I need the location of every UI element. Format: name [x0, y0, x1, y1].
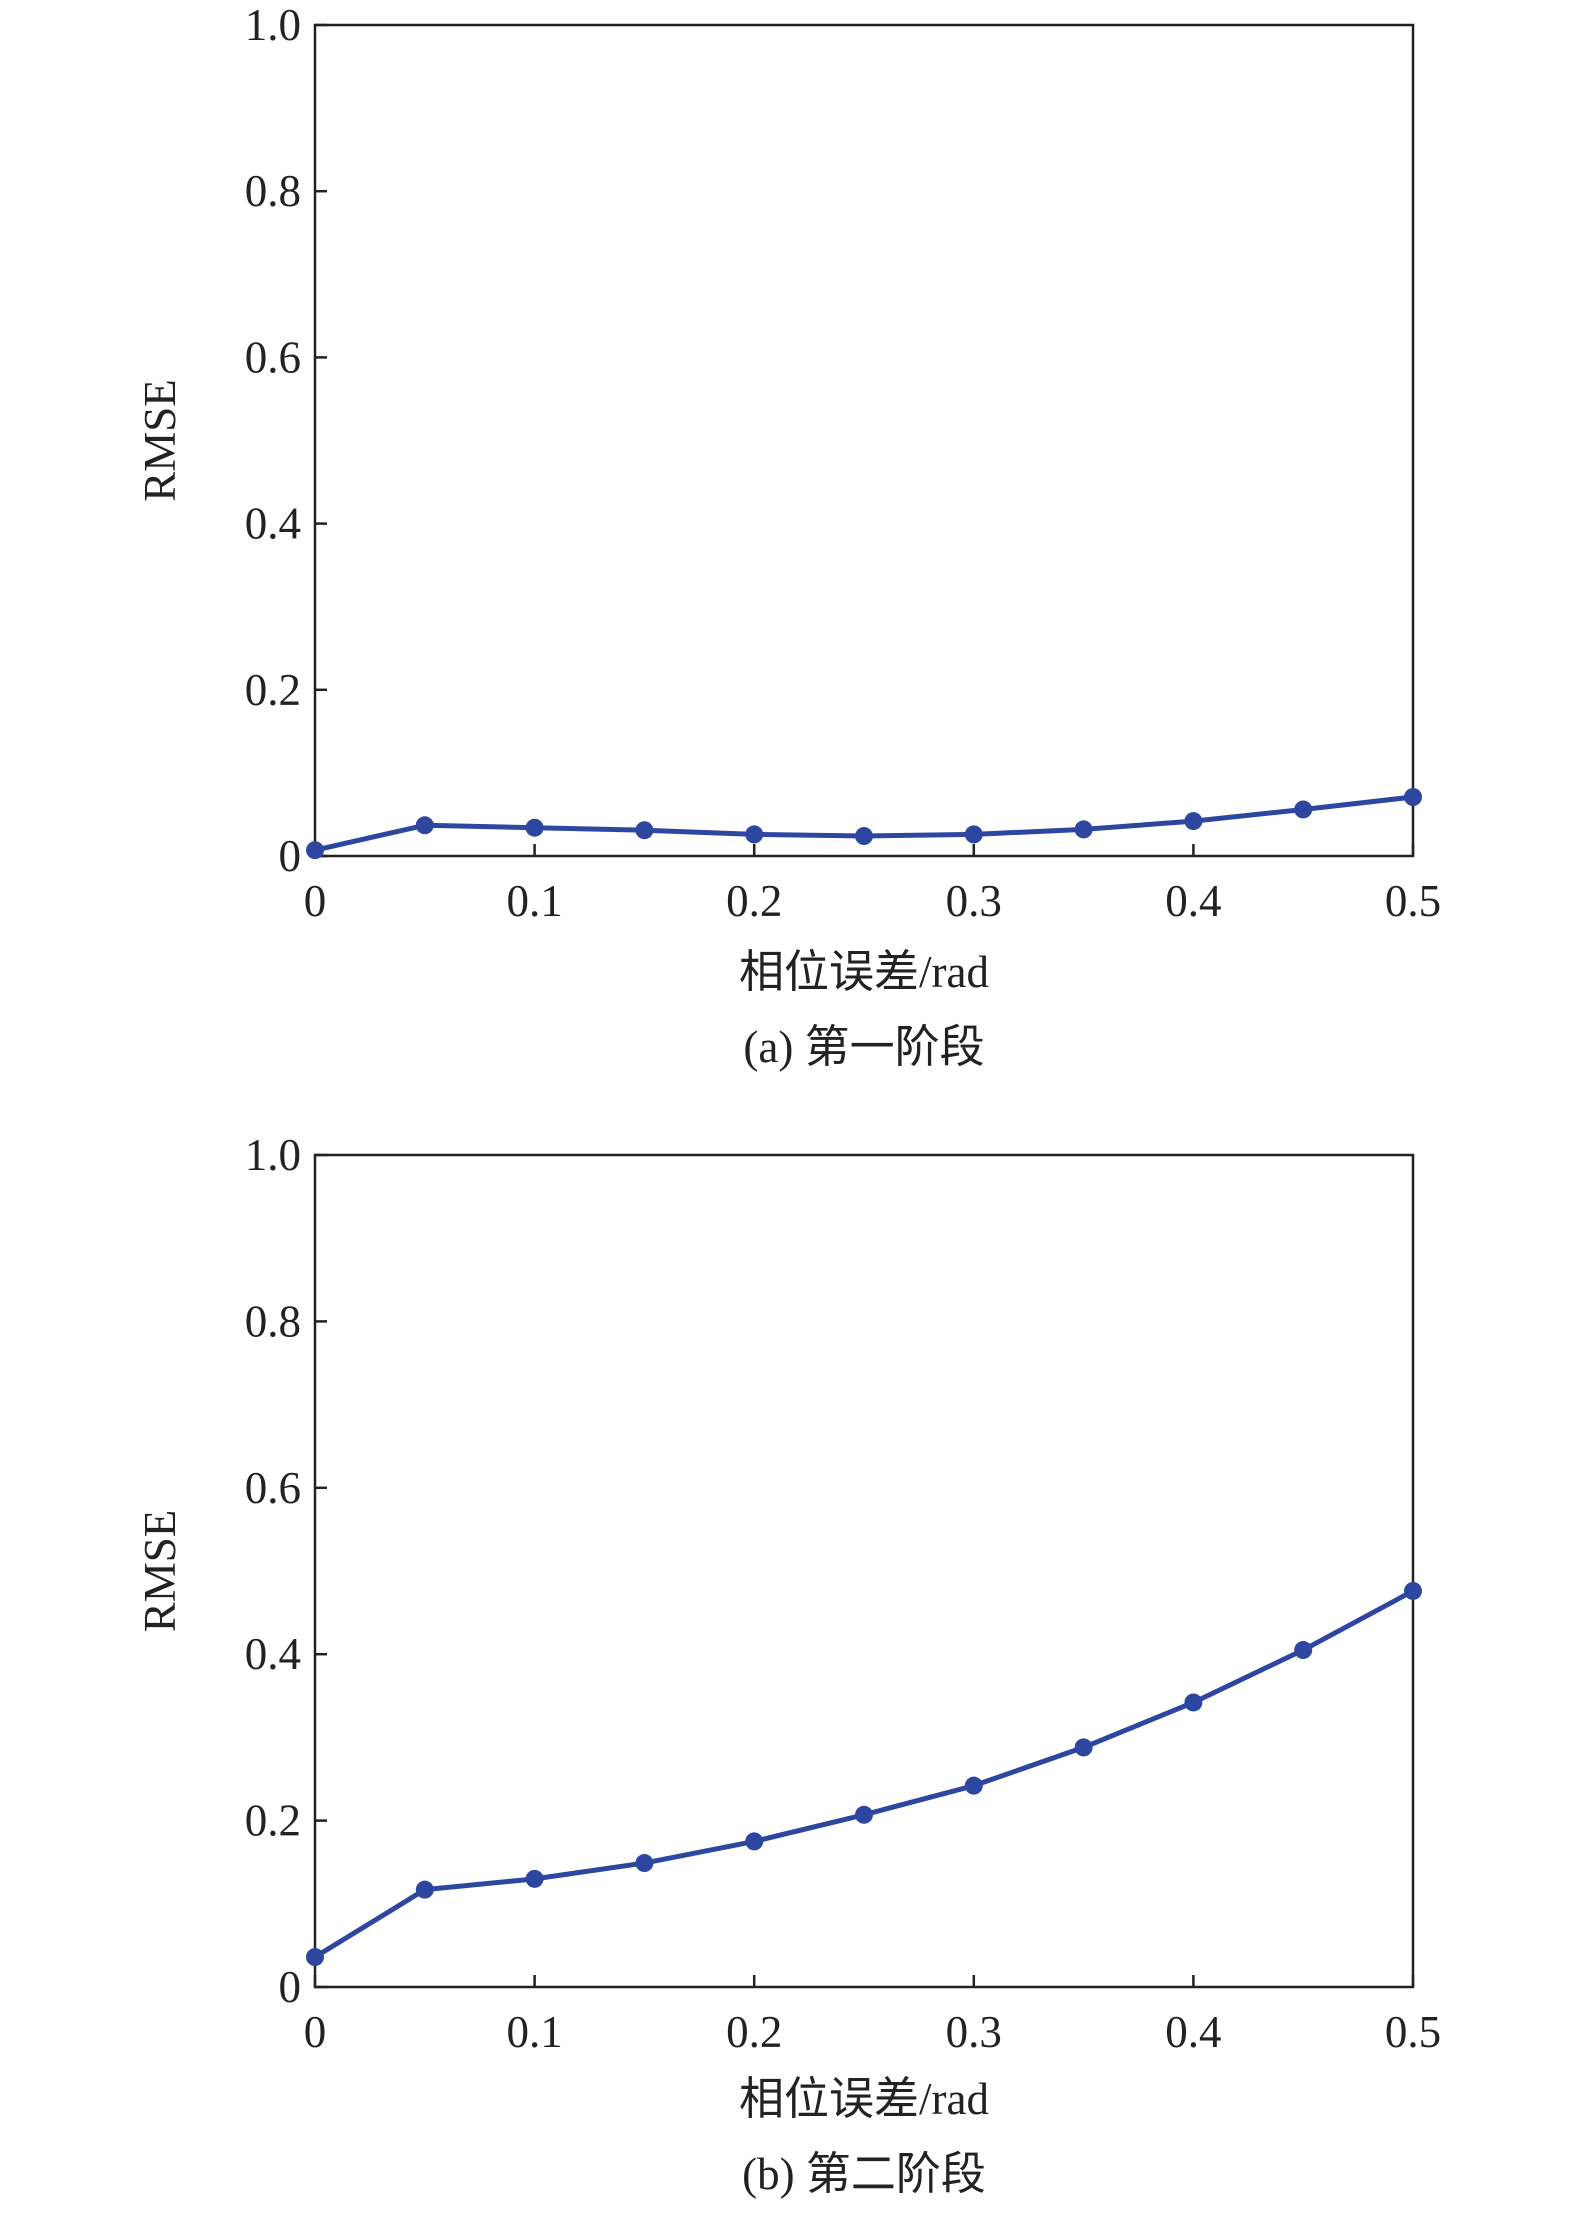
y-tick-label: 0 [279, 831, 302, 881]
data-point [415, 1880, 434, 1899]
y-tick-label: 0.8 [245, 166, 301, 216]
data-point [635, 1854, 654, 1873]
y-tick-label: 0.4 [245, 1629, 301, 1679]
x-tick-label: 0.2 [726, 876, 782, 926]
x-tick-label: 0.1 [506, 876, 562, 926]
x-axis-label: 相位误差/rad [739, 2074, 989, 2124]
x-tick-label: 0.1 [506, 2007, 562, 2057]
x-tick-label: 0 [304, 876, 327, 926]
data-point [306, 841, 324, 860]
y-tick-label: 0.6 [245, 332, 301, 382]
y-tick-label: 0.6 [245, 1463, 301, 1513]
data-point [855, 827, 873, 846]
x-tick-label: 0.4 [1165, 2007, 1221, 2057]
plot-frame [313, 23, 1415, 858]
plot-frame [313, 1153, 1415, 1989]
data-point [525, 818, 544, 837]
data-point [964, 1776, 983, 1795]
data-point [1294, 1641, 1313, 1660]
data-point [964, 825, 983, 844]
caption: (b) 第二阶段 [742, 2149, 986, 2199]
y-tick-label: 0.8 [245, 1296, 301, 1346]
y-tick-label: 0.2 [245, 665, 301, 715]
x-tick-label: 0.5 [1385, 876, 1441, 926]
y-axis-label: RMSE [135, 379, 185, 502]
x-tick-label: 0.5 [1385, 2007, 1441, 2057]
x-tick-label: 0.3 [946, 2007, 1002, 2057]
data-point [525, 1869, 544, 1888]
data-point [306, 1948, 324, 1967]
data-line [313, 1588, 1415, 1960]
y-tick-label: 0.4 [245, 499, 301, 549]
x-axis-label: 相位误差/rad [739, 947, 989, 997]
y-tick-label: 0.2 [245, 1796, 301, 1846]
chart: 0 0.2 0.4 0.6 0.8 1.0 0 0.1 0.2 0.3 0.4 0.5 相位误差/rad… [135, 0, 1441, 1072]
data-point [745, 825, 764, 844]
data-point [745, 1832, 764, 1851]
data-point [1404, 1581, 1422, 1600]
data-point [855, 1805, 873, 1824]
data-point [1184, 1693, 1203, 1712]
y-tick-label: 1.0 [245, 1130, 301, 1180]
x-tick-label: 0.3 [946, 876, 1002, 926]
data-point [1074, 820, 1093, 839]
data-point [635, 821, 654, 840]
chart: 0 0.2 0.4 0.6 0.8 1.0 0 0.1 0.2 0.3 0.4 0.5 相位误差/rad… [135, 1130, 1441, 2199]
y-axis-label: RMSE [135, 1510, 185, 1633]
data-point [1184, 812, 1203, 831]
x-tick-label: 0.4 [1165, 876, 1221, 926]
data-point [1294, 800, 1313, 819]
x-tick-label: 0 [304, 2007, 327, 2057]
data-point [415, 816, 434, 835]
caption: (a) 第一阶段 [743, 1022, 984, 1072]
data-point [1074, 1738, 1093, 1757]
x-tick-label: 0.2 [726, 2007, 782, 2057]
y-tick-label: 1.0 [245, 0, 301, 50]
data-point [1404, 787, 1422, 806]
y-tick-label: 0 [279, 1962, 302, 2012]
